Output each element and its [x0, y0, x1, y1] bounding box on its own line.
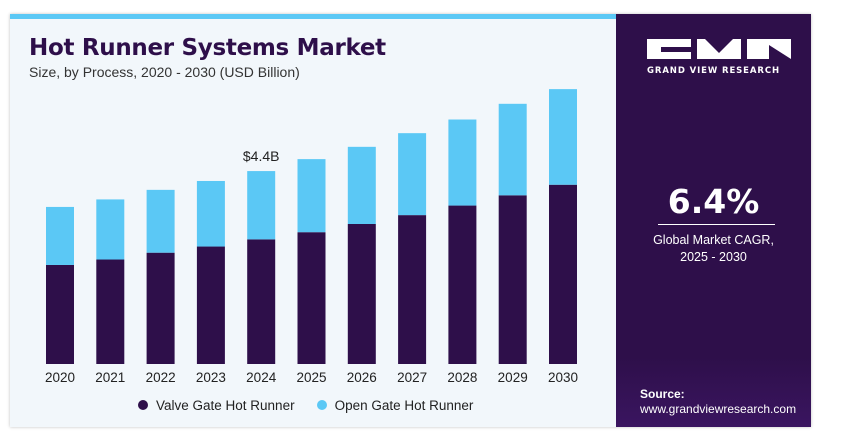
- logo-mark-icon: [647, 39, 791, 59]
- bar-open-2022: [146, 189, 175, 253]
- bar-valve-2020: [46, 264, 74, 364]
- bar-open-2027: [398, 133, 427, 216]
- cagr-label-line2: 2025 - 2030: [680, 250, 747, 264]
- source-label: Source:: [640, 387, 685, 401]
- chart-subtitle: Size, by Process, 2020 - 2030 (USD Billi…: [29, 64, 300, 80]
- x-tick-label-2027: 2027: [397, 370, 427, 385]
- summary-panel: GRAND VIEW RESEARCH 6.4% Global Market C…: [616, 14, 811, 427]
- legend-item-valve: Valve Gate Hot Runner: [138, 398, 295, 413]
- bar-open-2029: [498, 103, 527, 196]
- bar-open-2028: [448, 119, 477, 206]
- legend-label-valve: Valve Gate Hot Runner: [156, 397, 295, 413]
- cagr-value: 6.4%: [667, 182, 760, 221]
- bar-open-2026: [347, 146, 376, 224]
- bar-valve-2027: [398, 215, 427, 364]
- bar-valve-2028: [448, 205, 477, 364]
- bar-chart: 2020 2021 2022 2023 2024 2025 2026 2027 2028 2029…: [45, 89, 578, 385]
- legend-swatch-valve: [138, 400, 148, 410]
- x-tick-label-2023: 2023: [196, 370, 226, 385]
- brand-name: GRAND VIEW RESEARCH: [647, 66, 780, 76]
- x-tick-label-2026: 2026: [347, 370, 377, 385]
- bar-valve-2024: [247, 239, 276, 364]
- x-tick-label-2020: 2020: [45, 370, 75, 385]
- chart-title: Hot Runner Systems Market: [29, 35, 386, 61]
- x-tick-label-2021: 2021: [95, 370, 125, 385]
- bar-valve-2029: [498, 195, 527, 364]
- chart-card: Hot Runner Systems Market Size, by Proce…: [10, 14, 811, 427]
- bar-valve-2022: [146, 252, 175, 364]
- legend-swatch-open: [316, 400, 327, 410]
- source-band: [616, 357, 811, 427]
- data-label-2024: $4.4B: [243, 148, 280, 164]
- brand-logo: GRAND VIEW RESEARCH: [647, 39, 797, 76]
- bar-valve-2025: [297, 232, 326, 364]
- chart-legend: Valve Gate Hot Runner Open Gate Hot Runn…: [138, 396, 495, 414]
- legend-item-open: Open Gate Hot Runner: [316, 397, 474, 413]
- bar-valve-2030: [549, 184, 577, 364]
- bar-open-2024: [247, 171, 276, 240]
- bar-open-2030: [549, 89, 577, 185]
- bar-open-2020: [46, 206, 74, 265]
- accent-strip: [10, 14, 616, 19]
- bar-valve-2021: [96, 259, 125, 364]
- x-tick-label-2024: 2024: [246, 370, 277, 385]
- bar-valve-2026: [347, 224, 376, 364]
- x-tick-label-2028: 2028: [447, 370, 477, 385]
- cagr-label: Global Market CAGR, 2025 - 2030: [616, 232, 811, 266]
- source-link[interactable]: www.grandviewresearch.com: [640, 402, 797, 416]
- cagr-divider: [658, 224, 775, 225]
- cagr-label-line1: Global Market CAGR,: [653, 233, 774, 247]
- bar-valve-2023: [196, 246, 225, 364]
- x-tick-label-2025: 2025: [296, 370, 326, 385]
- legend-label-open: Open Gate Hot Runner: [334, 397, 474, 413]
- x-tick-label-2030: 2030: [548, 370, 578, 385]
- x-tick-label-2022: 2022: [146, 370, 176, 385]
- x-tick-label-2029: 2029: [498, 370, 528, 385]
- gvr-logo-icon: [647, 39, 797, 59]
- bar-open-2023: [196, 180, 225, 247]
- bar-open-2025: [297, 159, 326, 233]
- bar-open-2021: [96, 199, 125, 260]
